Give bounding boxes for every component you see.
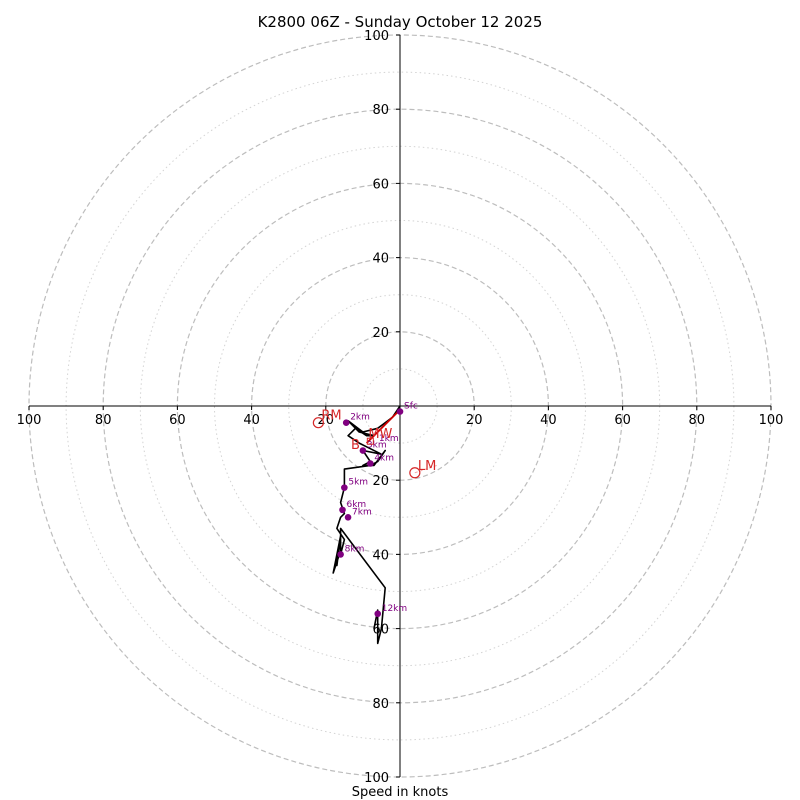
height-marker-point [337,551,344,558]
hodograph-line [332,405,401,645]
height-marker-label: 6km [346,500,366,510]
storm-motion-point [409,467,421,479]
x-tick-label: 20 [318,413,335,428]
height-marker-point [396,408,404,415]
y-tick-label: 80 [372,697,389,712]
height-extra-label: 1km [379,434,399,444]
y-tick-label: 40 [372,548,389,563]
x-tick-label: 100 [759,413,784,428]
profile-series [332,405,438,645]
height-marker-label: 4km [374,454,394,464]
y-tick-label: 100 [364,29,389,44]
height-marker-label: Sfc [404,402,418,412]
y-tick-label: 60 [372,177,389,192]
storm-motion-markers: RM LM MW B [312,409,436,479]
y-tick-label: 100 [364,771,389,786]
x-tick-label: 40 [540,413,557,428]
y-tick-label: 20 [372,326,389,341]
x-axis-label: Speed in knots [352,785,449,800]
mean-wind-point [366,437,374,445]
bunkers-label: B [351,438,360,453]
y-tick-label: 20 [372,474,389,489]
chart-title: K2800 06Z - Sunday October 12 2025 [258,13,543,31]
storm-motion-point [312,417,324,429]
lm-connector [414,464,438,474]
height-marker-point [344,514,352,521]
height-marker-point [359,447,367,454]
x-tick-label: 40 [243,413,260,428]
x-tick-label: 60 [614,413,631,428]
height-marker-label: 8km [345,544,365,554]
height-marker-label: 12km [382,604,407,614]
height-marker-label: 2km [350,413,370,423]
height-marker-point [374,610,382,618]
storm-motion-label: LM [418,459,436,474]
x-tick-label: 60 [169,413,186,428]
tick-labels: 100 80 60 40 20 20 40 60 80 100204060801002040608… [17,29,784,786]
height-marker-label: 5km [348,478,368,488]
x-tick-label: 100 [17,413,42,428]
y-tick-label: 80 [372,103,389,118]
height-marker-point [339,506,346,514]
x-tick-label: 80 [689,413,706,428]
x-tick-label: 20 [466,413,483,428]
height-marker-label: 3km [367,441,387,451]
shear-vector [365,409,401,444]
height-marker-point [367,460,374,467]
y-tick-label: 40 [372,252,389,267]
x-tick-label: 80 [95,413,112,428]
height-marker-label: 7km [352,507,372,517]
mean-wind-label: MW [368,427,392,442]
storm-motion-label: RM [321,409,341,424]
height-marker-point [342,419,350,426]
height-marker-point [341,484,348,491]
